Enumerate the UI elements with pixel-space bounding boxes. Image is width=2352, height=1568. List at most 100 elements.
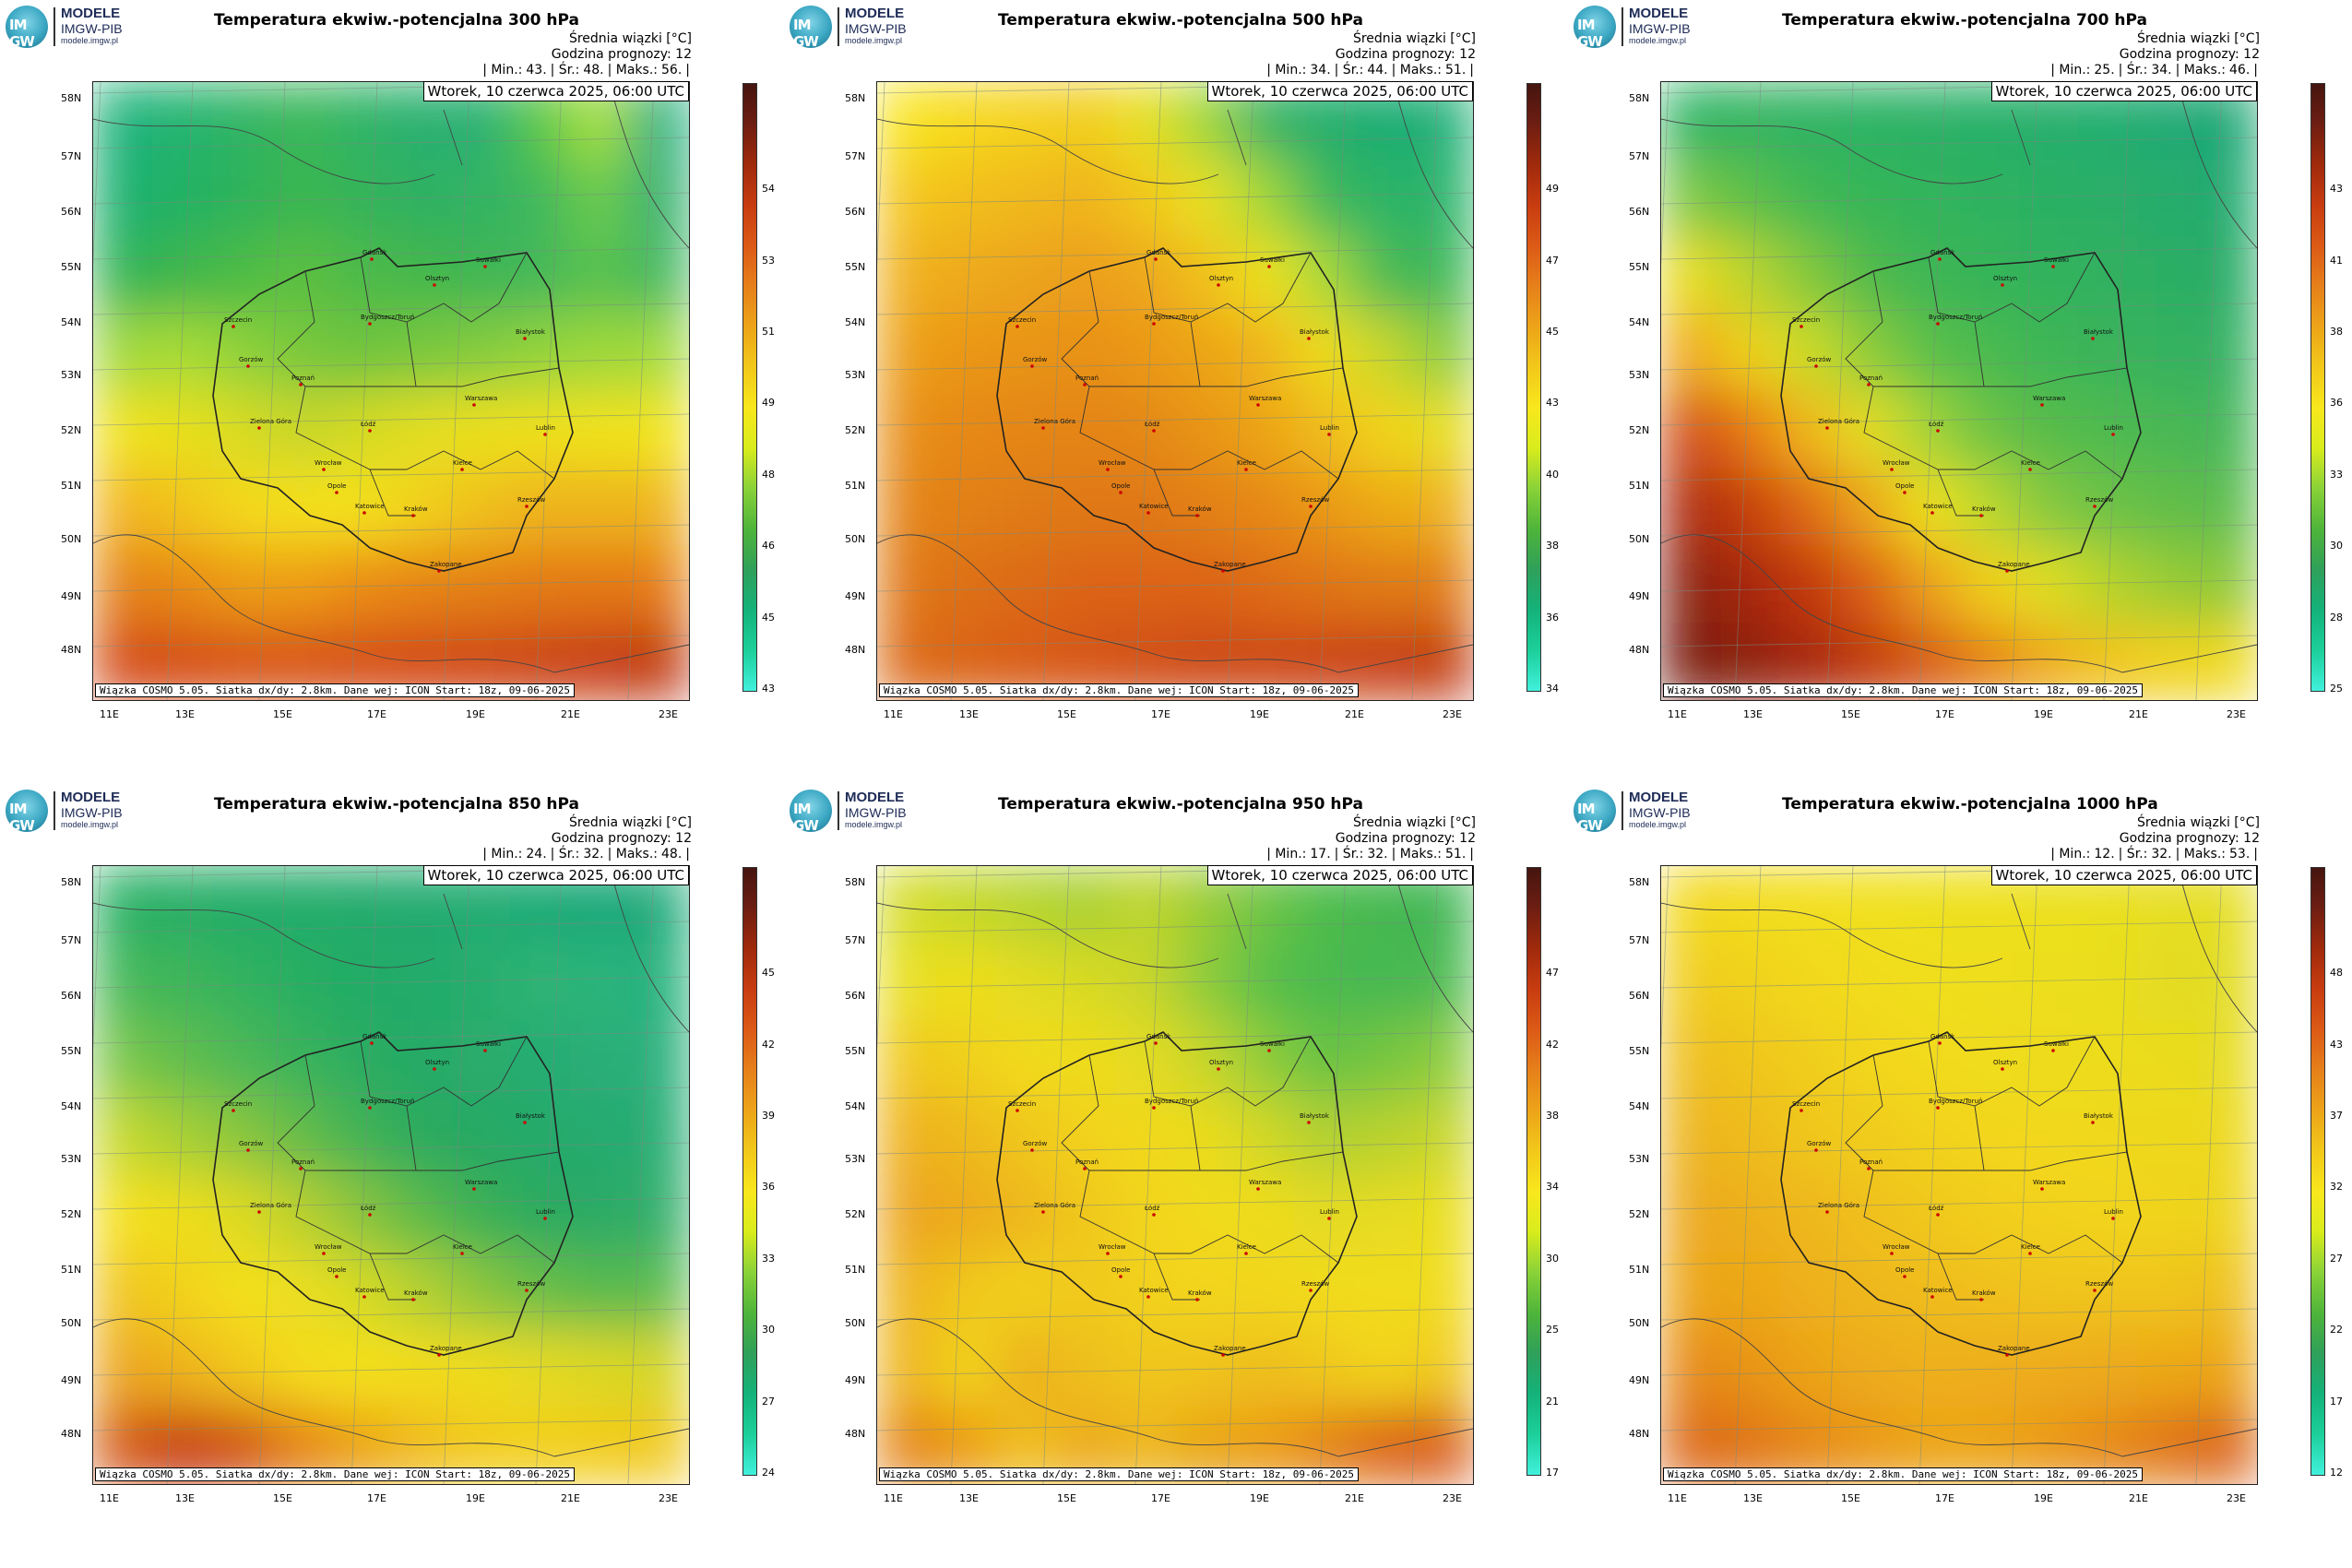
latitude-label: 48N (845, 1428, 866, 1440)
voivodeship-borders (1061, 252, 1344, 517)
forecast-panel: IM GW MODELE IMGW-PIB modele.imgw.pl Tempera… (1568, 0, 2352, 784)
field-cell (1899, 545, 1960, 624)
field-cell (1720, 159, 1782, 238)
city-marker (1800, 325, 1803, 328)
field-cell (212, 1175, 273, 1253)
field-cell (1413, 1407, 1473, 1484)
latitude-label: 57N (61, 934, 82, 946)
logo-url: modele.imgw.pl (1629, 36, 1687, 45)
field-cell (569, 391, 631, 469)
forecast-hour: Godzina prognozy: 12 (1335, 47, 1476, 62)
field-cell (1115, 1020, 1176, 1099)
city-marker (433, 283, 436, 287)
field-cell (391, 1175, 452, 1253)
subtitle: Średnia wiązki [°C] (2136, 31, 2260, 46)
field-cell (936, 82, 998, 160)
city-marker (232, 1109, 235, 1112)
colorbar-tick-label: 40 (1546, 468, 1559, 481)
forecast-panel: IM GW MODELE IMGW-PIB modele.imgw.pl Tempera… (1568, 784, 2352, 1568)
model-footer: Wiązka COSMO 5.05. Siatka dx/dy: 2.8km. … (1663, 683, 2143, 697)
longitude-label: 19E (1250, 708, 1269, 720)
temperature-field: Gdańsk Olsztyn Suwałki Szczecin Bydgoszcz/To… (877, 82, 1473, 700)
field-cell (1661, 1329, 1722, 1408)
field-cell (629, 314, 689, 392)
longitude-label: 19E (2034, 1492, 2053, 1504)
field-cell (1720, 866, 1782, 944)
field-cell (996, 866, 1057, 944)
colorbar-tick-label: 36 (762, 1181, 775, 1194)
meridian-line (350, 866, 378, 1484)
map-area: Gdańsk Olsztyn Suwałki Szczecin Bydgoszcz/To… (92, 865, 690, 1485)
stats-line: | Min.: 24. | Śr.: 32. | Maks.: 48. | (481, 847, 692, 861)
city-marker (1146, 511, 1150, 515)
field-cell (877, 1175, 938, 1253)
colorbar-tick-label: 34 (1546, 683, 1559, 695)
field-cell (152, 159, 214, 238)
field-cell (1353, 1098, 1415, 1176)
latitude-label: 57N (61, 150, 82, 162)
city-label: Warszawa (1249, 1179, 1281, 1186)
voivodeship-borders (1061, 1036, 1344, 1301)
colorbar (2310, 83, 2325, 692)
city-marker (1309, 1289, 1313, 1292)
city-label: Łódź (360, 1205, 376, 1212)
longitude-label: 17E (367, 1492, 386, 1504)
field-cell (996, 159, 1057, 238)
avg-label: | Śr.: (2118, 847, 2148, 861)
field-cell (1294, 1175, 1355, 1253)
city-label: Gorzów (1807, 1140, 1832, 1147)
latitude-label: 52N (845, 1208, 866, 1220)
meridian-line (1042, 866, 1070, 1484)
latitude-label: 58N (845, 92, 866, 104)
field-cell (1720, 314, 1782, 392)
city-marker (483, 265, 487, 268)
city-marker (1154, 1041, 1158, 1045)
field-cell (1899, 236, 1960, 315)
city-label: Lublin (2104, 424, 2123, 432)
field-cell (877, 391, 938, 469)
city-marker (1890, 1252, 1894, 1255)
field-cell (1413, 236, 1473, 315)
city-marker (1119, 1275, 1123, 1278)
meridian-line (1661, 82, 1669, 268)
city-label: Wrocław (315, 459, 342, 467)
min-value: 24. (526, 847, 547, 861)
max-value: 48. (661, 847, 683, 861)
field-cell (331, 1329, 392, 1408)
city-marker (2001, 1067, 2004, 1071)
colorbar-tick-label: 41 (2330, 254, 2343, 267)
poland-border (996, 247, 1358, 572)
panel-info: Średnia wiązki [°C] Godzina prognozy: 12 (552, 31, 692, 63)
model-footer: Wiązka COSMO 5.05. Siatka dx/dy: 2.8km. … (1663, 1467, 2143, 1481)
field-cell (877, 1020, 938, 1099)
field-cell (1720, 1175, 1782, 1253)
field-cell (1720, 545, 1782, 624)
imgw-logo: IM GW MODELE IMGW-PIB modele.imgw.pl (790, 790, 937, 834)
field-cell (1413, 545, 1473, 624)
field-cell (1353, 1175, 1415, 1253)
field-cell (1055, 1020, 1117, 1099)
colorbar-tick-label: 54 (762, 183, 775, 196)
field-cell (1839, 943, 1901, 1022)
city-marker (1217, 1067, 1220, 1071)
parallel-line (877, 976, 1473, 989)
longitude-label: 23E (659, 708, 678, 720)
field-cell (936, 159, 998, 238)
meridian-line (2195, 866, 2223, 1484)
forecast-hour: Godzina prognozy: 12 (2119, 47, 2260, 62)
parallel-line (93, 1197, 689, 1210)
colorbar-tick-label: 25 (2330, 683, 2343, 695)
field-cell (629, 623, 689, 700)
city-label: Katowice (355, 1287, 385, 1294)
field-cell (93, 1252, 154, 1331)
avg-value: 44. (1367, 63, 1388, 77)
parallel-line (1661, 1419, 2257, 1431)
field-cell (1839, 314, 1901, 392)
city-label: Białystok (2084, 1112, 2114, 1120)
min-label: | Min.: (482, 63, 523, 77)
meridian-line (627, 866, 655, 1484)
city-label: Łódź (1144, 1205, 1160, 1212)
meridian-line (443, 82, 470, 700)
poland-border (212, 1031, 574, 1356)
city-label: Lublin (1320, 424, 1339, 432)
